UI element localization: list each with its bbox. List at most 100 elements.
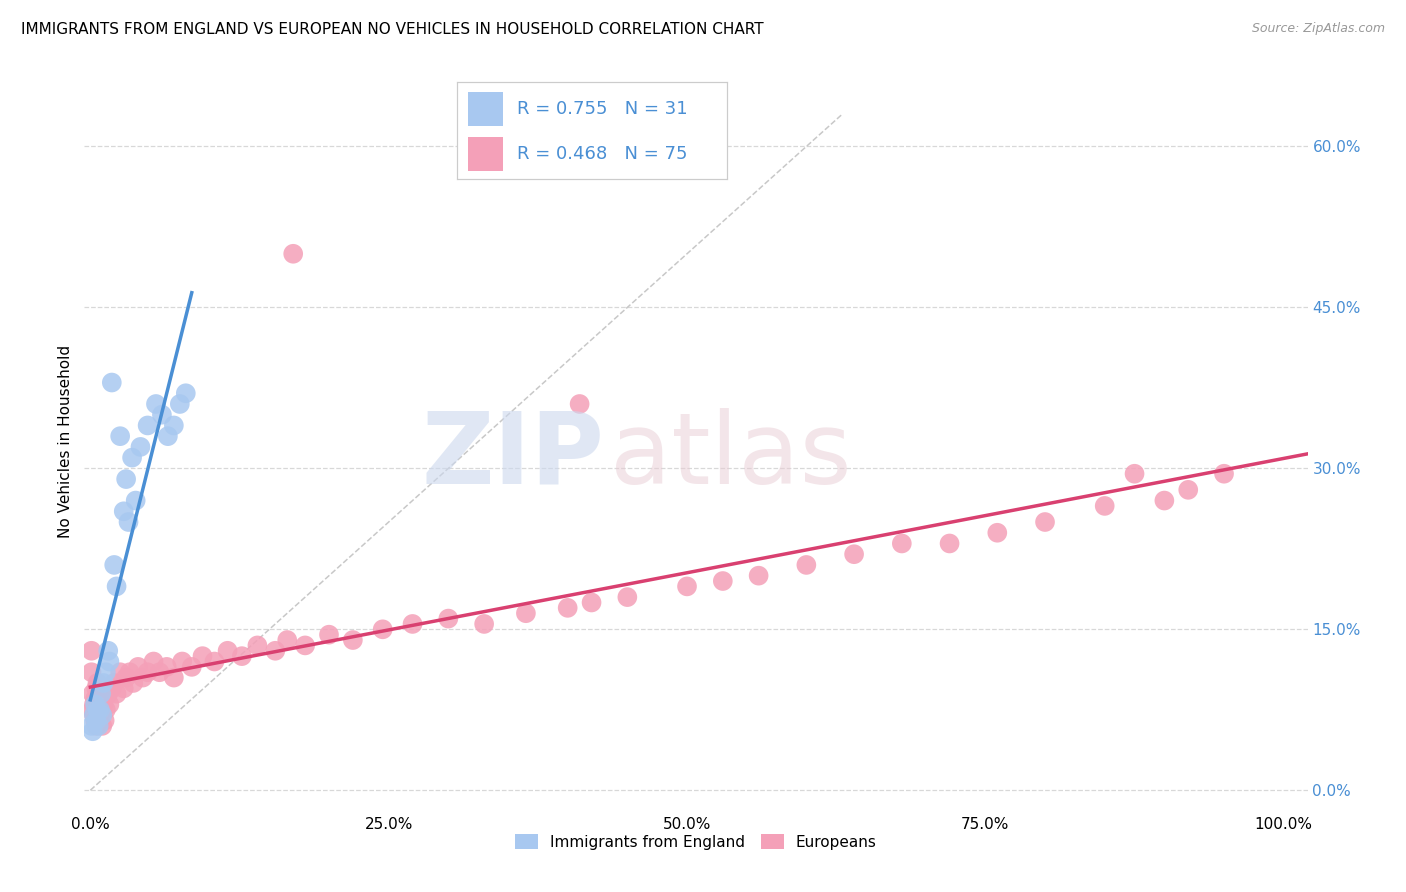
Point — [90, 692, 112, 706]
Point — [174, 386, 197, 401]
Point — [1123, 467, 1146, 481]
Point — [156, 429, 179, 443]
Point — [1033, 515, 1056, 529]
Point — [87, 698, 110, 712]
Point — [86, 703, 108, 717]
Point — [94, 665, 117, 680]
Point — [115, 472, 138, 486]
Point — [118, 665, 141, 680]
Point — [890, 536, 912, 550]
Point — [472, 616, 495, 631]
Point — [711, 574, 734, 588]
Point — [163, 671, 186, 685]
Point — [93, 676, 115, 690]
Point — [169, 397, 191, 411]
Point — [84, 698, 107, 712]
Point — [93, 698, 115, 712]
Point — [1094, 499, 1116, 513]
Point — [89, 714, 111, 728]
Point — [127, 660, 149, 674]
Point — [231, 649, 253, 664]
Point — [986, 525, 1008, 540]
Point — [89, 703, 111, 717]
Point — [342, 633, 364, 648]
Point — [676, 579, 699, 593]
Point — [91, 703, 114, 717]
Point — [101, 376, 124, 390]
Point — [91, 719, 114, 733]
Point — [145, 397, 167, 411]
Point — [842, 547, 865, 561]
Point — [163, 418, 186, 433]
Point — [283, 246, 305, 260]
Y-axis label: No Vehicles in Household: No Vehicles in Household — [58, 345, 73, 538]
Point — [86, 676, 108, 690]
Point — [82, 724, 104, 739]
Point — [581, 595, 603, 609]
Point — [105, 579, 128, 593]
Point — [80, 719, 103, 733]
Point — [108, 665, 131, 680]
Point — [616, 590, 638, 604]
Point — [129, 440, 152, 454]
Point — [115, 671, 138, 685]
Point — [87, 719, 110, 733]
Point — [515, 606, 537, 620]
Point — [84, 714, 107, 728]
Point — [557, 600, 579, 615]
Point — [246, 639, 269, 653]
Point — [1153, 493, 1175, 508]
Point — [122, 676, 145, 690]
Point — [938, 536, 960, 550]
Point — [156, 660, 179, 674]
Point — [91, 708, 114, 723]
Point — [84, 681, 107, 696]
Point — [121, 450, 143, 465]
Text: atlas: atlas — [610, 408, 852, 505]
Point — [117, 515, 139, 529]
Point — [142, 655, 165, 669]
Point — [98, 698, 121, 712]
Point — [568, 397, 591, 411]
Point — [82, 687, 104, 701]
Point — [80, 665, 103, 680]
Point — [371, 623, 394, 637]
Point — [136, 418, 159, 433]
Point — [124, 493, 146, 508]
Point — [82, 703, 104, 717]
Point — [94, 703, 117, 717]
Point — [84, 714, 107, 728]
Point — [90, 687, 112, 701]
Point — [748, 568, 770, 582]
Point — [264, 644, 287, 658]
Point — [93, 714, 115, 728]
Point — [97, 687, 120, 701]
Point — [148, 665, 170, 680]
Point — [1177, 483, 1199, 497]
Point — [103, 676, 125, 690]
Point — [437, 611, 460, 625]
Text: Source: ZipAtlas.com: Source: ZipAtlas.com — [1251, 22, 1385, 36]
Point — [89, 708, 111, 723]
Point — [112, 504, 135, 518]
Point — [191, 649, 214, 664]
Point — [105, 687, 128, 701]
Point — [87, 687, 110, 701]
Point — [217, 644, 239, 658]
Point — [83, 708, 105, 723]
Point — [83, 708, 105, 723]
Point — [132, 671, 155, 685]
Point — [83, 698, 105, 712]
Point — [103, 558, 125, 572]
Text: IMMIGRANTS FROM ENGLAND VS EUROPEAN NO VEHICLES IN HOUSEHOLD CORRELATION CHART: IMMIGRANTS FROM ENGLAND VS EUROPEAN NO V… — [21, 22, 763, 37]
Point — [1213, 467, 1236, 481]
Point — [401, 616, 423, 631]
Point — [80, 644, 103, 658]
Point — [204, 655, 226, 669]
Point — [84, 692, 107, 706]
Point — [136, 665, 159, 680]
Point — [97, 644, 120, 658]
Point — [98, 655, 121, 669]
Point — [101, 681, 124, 696]
Point — [796, 558, 818, 572]
